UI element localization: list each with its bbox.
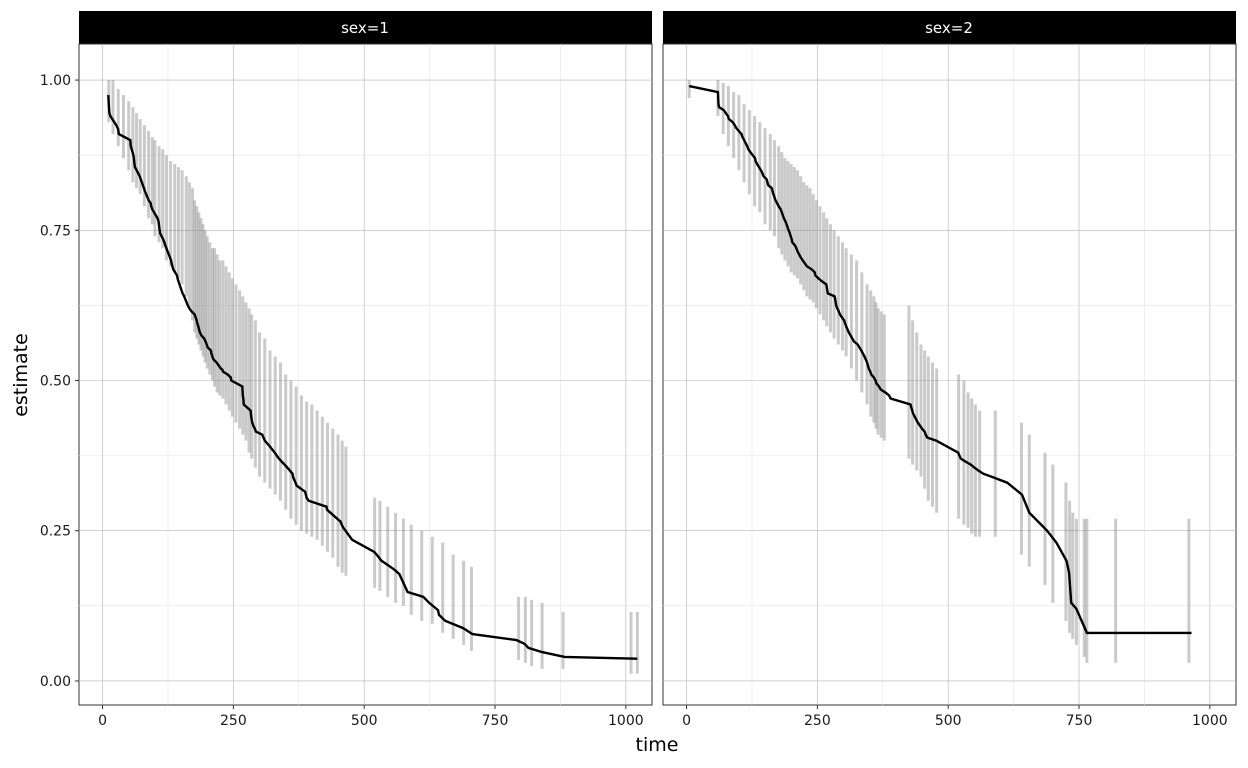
x-tick-label: 500 [351,713,378,729]
x-tick-label: 750 [1066,713,1093,729]
panel-1-strip [79,11,652,44]
x-tick-label: 750 [482,713,509,729]
x-axis-title: time [636,734,679,756]
x-tick-label: 1000 [608,713,644,729]
x-tick-label: 0 [682,713,691,729]
x-tick-label: 250 [220,713,247,729]
x-tick-label: 250 [804,713,831,729]
panel-1-gridlines [79,44,652,705]
y-tick-label: 0.25 [40,524,71,540]
x-tick-label: 0 [98,713,107,729]
y-tick-label: 1.00 [40,73,71,89]
panel-sex-1: sex=1 0 250 500 750 1000 [78,11,653,729]
panel-1-strip-label: sex=1 [341,19,389,37]
panel-1-plot-area [78,43,653,706]
panel-2-strip [663,11,1236,44]
panel-2-confidence-intervals [687,80,1191,663]
y-axis-ticks: 0.00 0.25 0.50 0.75 1.00 [40,73,79,690]
panel-2-x-axis-ticks: 0 250 500 750 1000 [682,705,1228,729]
x-tick-label: 1000 [1192,713,1228,729]
panel-2-gridlines [663,44,1236,705]
y-tick-label: 0.50 [40,374,71,390]
panel-2-strip-label: sex=2 [925,19,973,37]
panel-1-confidence-intervals [107,80,639,674]
y-tick-label: 0.75 [40,223,71,239]
panel-1-x-axis-ticks: 0 250 500 750 1000 [98,705,644,729]
y-axis-title: estimate [10,333,32,417]
panel-2-survival-curve [688,84,1192,635]
x-tick-label: 500 [935,713,962,729]
panel-2-plot-area [662,43,1237,706]
panel-sex-2: sex=2 0 250 500 750 1000 [662,11,1237,729]
panel-1-survival-curve [107,95,638,660]
y-tick-label: 0.00 [40,674,71,690]
